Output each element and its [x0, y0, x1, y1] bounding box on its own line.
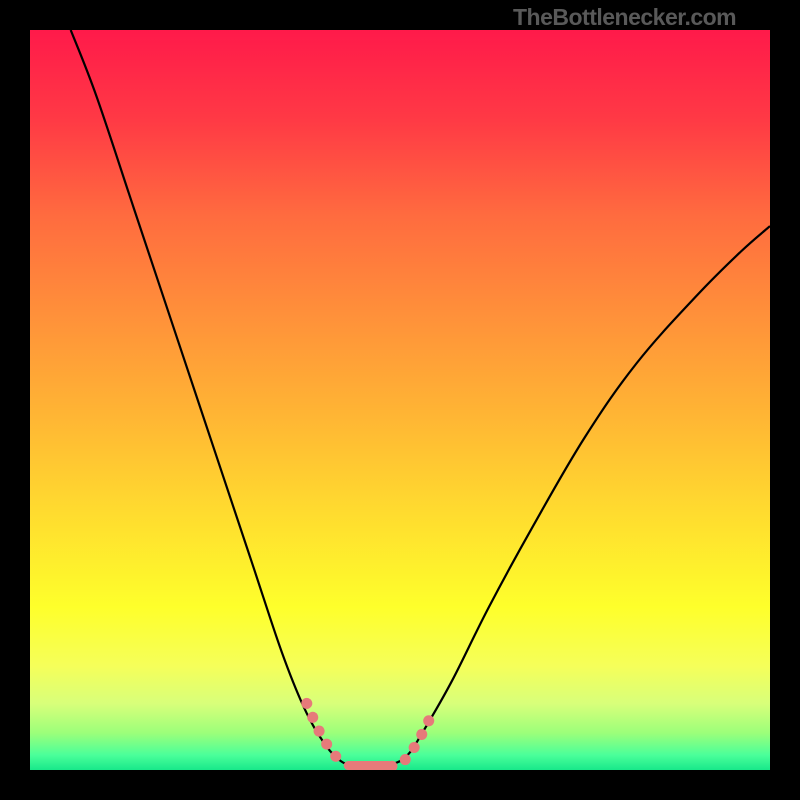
watermark-text: TheBottlenecker.com: [513, 4, 736, 31]
bottleneck-chart: [30, 30, 770, 770]
chart-background: [30, 30, 770, 770]
